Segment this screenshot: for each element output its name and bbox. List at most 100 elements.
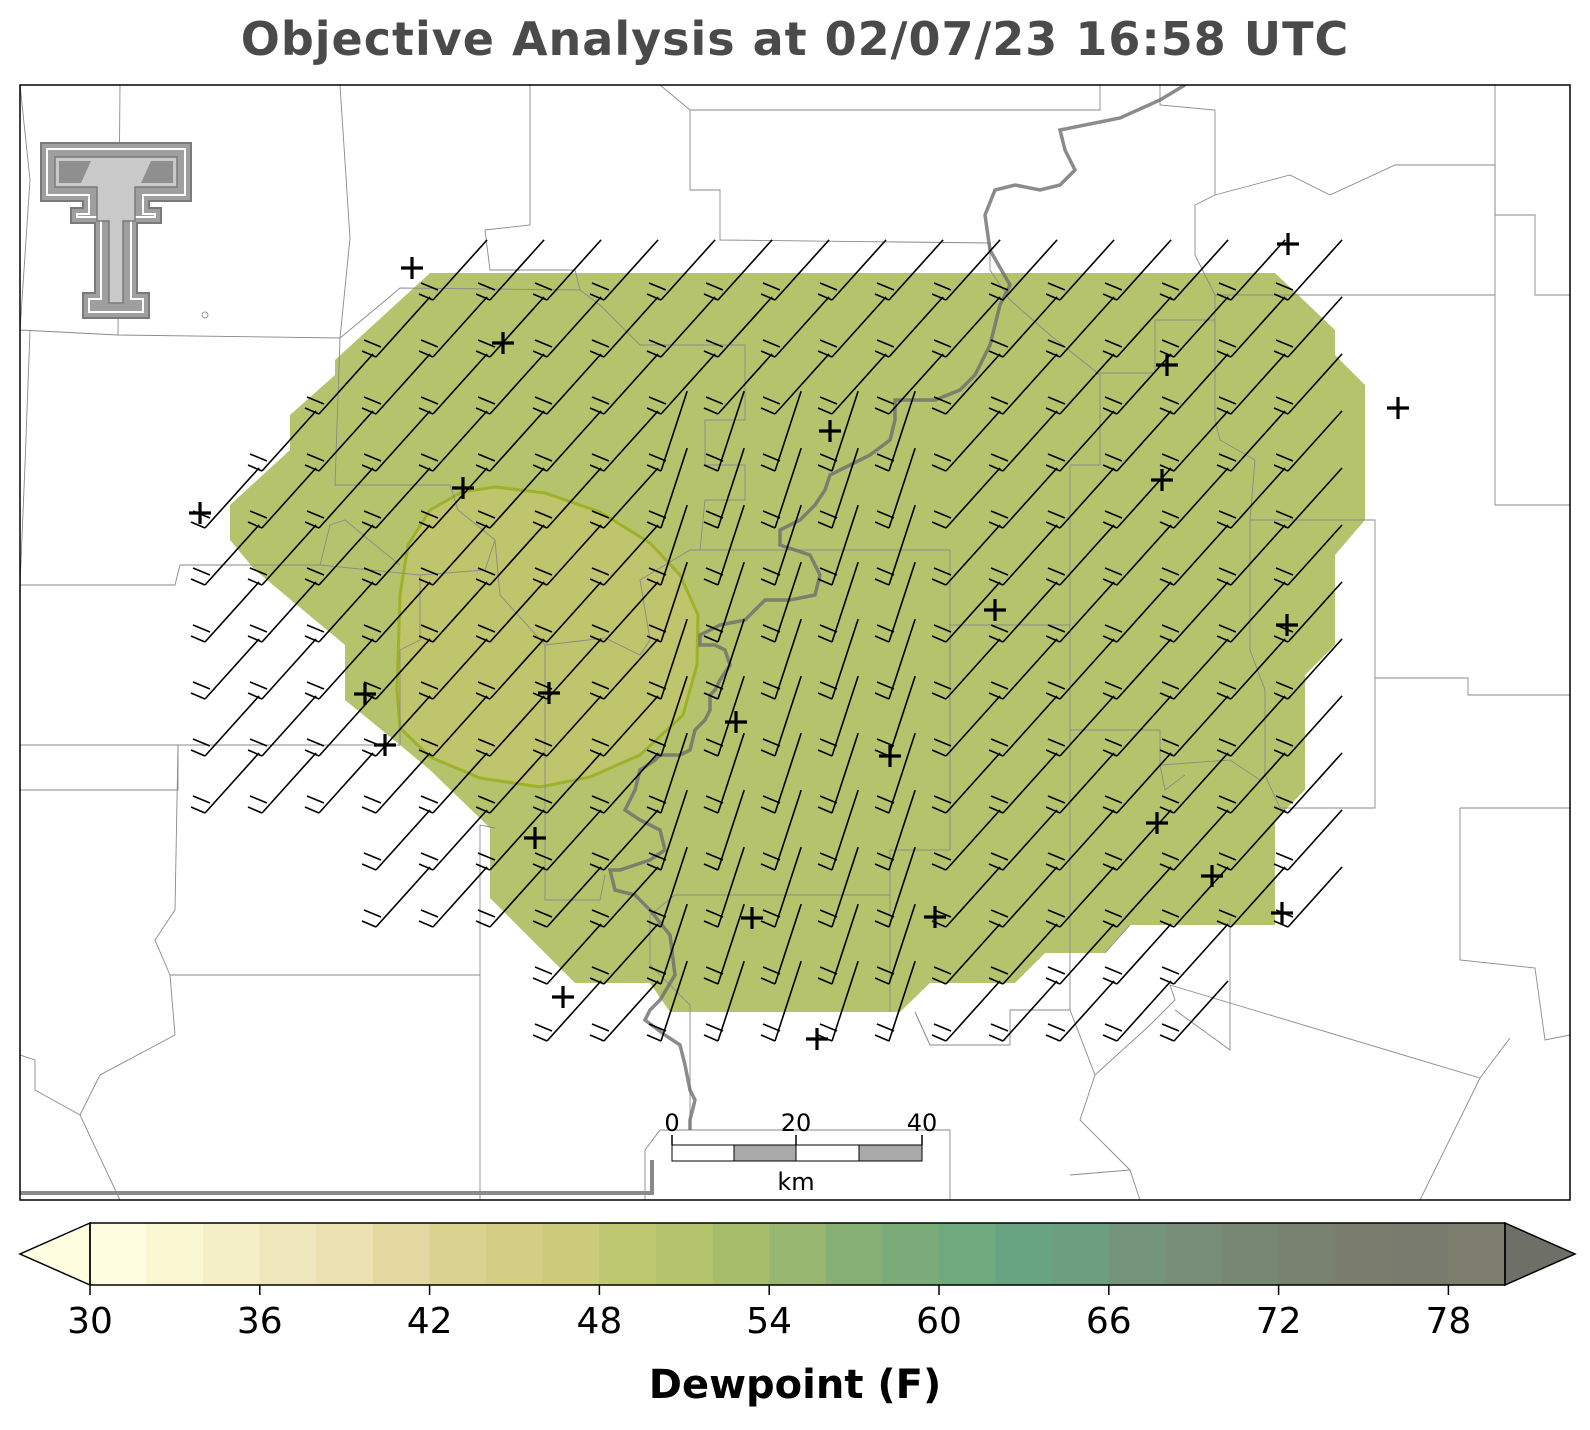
wind-barb <box>931 581 1001 643</box>
colorbar-box <box>429 1223 487 1285</box>
colorbar-box <box>1391 1223 1449 1285</box>
wind-barb <box>1102 809 1172 871</box>
map-title: Objective Analysis at 02/07/23 16:58 UTC <box>240 12 1350 66</box>
wind-barb <box>1045 752 1115 814</box>
wind-barb <box>532 239 602 301</box>
wind-barb <box>874 447 916 529</box>
wind-barb <box>1159 638 1229 700</box>
wind-barb <box>646 618 688 700</box>
colorbar-box <box>373 1223 431 1285</box>
wind-barb <box>361 524 431 586</box>
wind-barb <box>988 923 1058 985</box>
wind-barb <box>589 866 659 928</box>
wind-barb <box>760 618 802 700</box>
wind-barb <box>703 561 745 643</box>
wind-barb <box>304 353 374 415</box>
colorbar-box <box>203 1223 261 1285</box>
scale-label-20: 20 <box>781 1109 812 1137</box>
wind-barb <box>589 581 659 643</box>
colorbar-box <box>146 1223 204 1285</box>
wind-barb <box>760 353 830 415</box>
wind-barb <box>1216 638 1286 700</box>
wind-barb <box>1273 809 1343 871</box>
wind-barb <box>646 239 716 301</box>
wind-barb <box>988 752 1058 814</box>
river-state-boundary <box>607 85 1186 1130</box>
wind-barb <box>1102 923 1172 985</box>
colorbar-tick-label: 66 <box>1086 1301 1132 1342</box>
wind-barb <box>646 846 688 928</box>
wind-barb <box>931 410 1001 472</box>
wind-barb <box>931 695 1001 757</box>
wind-barb <box>589 239 659 301</box>
wind-barb <box>532 296 602 358</box>
station-marker <box>1271 902 1293 924</box>
wind-barb <box>190 581 260 643</box>
wind-barb <box>817 675 859 757</box>
wind-barb <box>931 923 1001 985</box>
wind-barb <box>931 296 1001 358</box>
wind-barb <box>190 524 260 586</box>
wind-barb <box>418 866 488 928</box>
wind-barb <box>703 903 745 985</box>
wind-barb <box>589 638 659 700</box>
wind-barb <box>988 410 1058 472</box>
colorbar-extend-high <box>1504 1221 1577 1287</box>
wind-barb <box>418 524 488 586</box>
wind-barb <box>1216 410 1286 472</box>
wind-barb <box>532 695 602 757</box>
station-marker <box>524 827 546 849</box>
wind-barb <box>988 353 1058 415</box>
wind-barb <box>874 903 916 985</box>
wind-barb <box>361 752 431 814</box>
wind-barb <box>304 524 374 586</box>
wind-barb <box>190 695 260 757</box>
wind-barb <box>418 239 488 301</box>
wind-barb <box>703 447 745 529</box>
wind-barb <box>817 732 859 814</box>
wind-barb <box>760 447 802 529</box>
wind-barb <box>817 390 859 472</box>
colorbar-box <box>1278 1223 1336 1285</box>
colorbar: 30 36 42 48 54 60 66 72 78 <box>18 1221 1577 1342</box>
wind-barb <box>475 239 545 301</box>
colorbar-tick-label: 48 <box>576 1301 622 1342</box>
wind-barb <box>304 695 374 757</box>
wind-barb <box>532 581 602 643</box>
wind-barb <box>1045 980 1115 1042</box>
wind-barb <box>760 390 802 472</box>
station-marker <box>401 257 423 279</box>
wind-barb <box>1102 866 1172 928</box>
county-borders <box>20 85 1570 1200</box>
wind-barb <box>703 675 745 757</box>
wind-barb <box>361 353 431 415</box>
wind-barb <box>874 960 916 1042</box>
wind-barb <box>1045 410 1115 472</box>
wind-barb <box>304 467 374 529</box>
colorbar-tick-label: 36 <box>237 1301 283 1342</box>
wind-barb <box>646 903 688 985</box>
station-marker <box>806 1028 828 1050</box>
wind-barb <box>1045 866 1115 928</box>
wind-barb <box>1159 467 1229 529</box>
wind-barb <box>418 467 488 529</box>
wind-barb <box>1273 638 1343 700</box>
wind-barb <box>646 789 688 871</box>
colorbar-box <box>712 1223 770 1285</box>
wind-barb <box>304 410 374 472</box>
wind-barb <box>1159 695 1229 757</box>
wind-barb <box>817 846 859 928</box>
colorbar-box <box>939 1223 997 1285</box>
wind-barb <box>703 846 745 928</box>
wind-barb <box>646 675 688 757</box>
wind-barb <box>1159 980 1229 1042</box>
wind-barb <box>589 410 659 472</box>
colorbar-extend-low <box>18 1221 91 1287</box>
station-marker <box>552 986 574 1008</box>
wind-barb <box>760 239 830 301</box>
colorbar-box <box>599 1223 657 1285</box>
wind-barb <box>646 353 716 415</box>
wind-barb <box>1216 809 1286 871</box>
station-marker <box>1201 865 1223 887</box>
wind-barb <box>532 524 602 586</box>
